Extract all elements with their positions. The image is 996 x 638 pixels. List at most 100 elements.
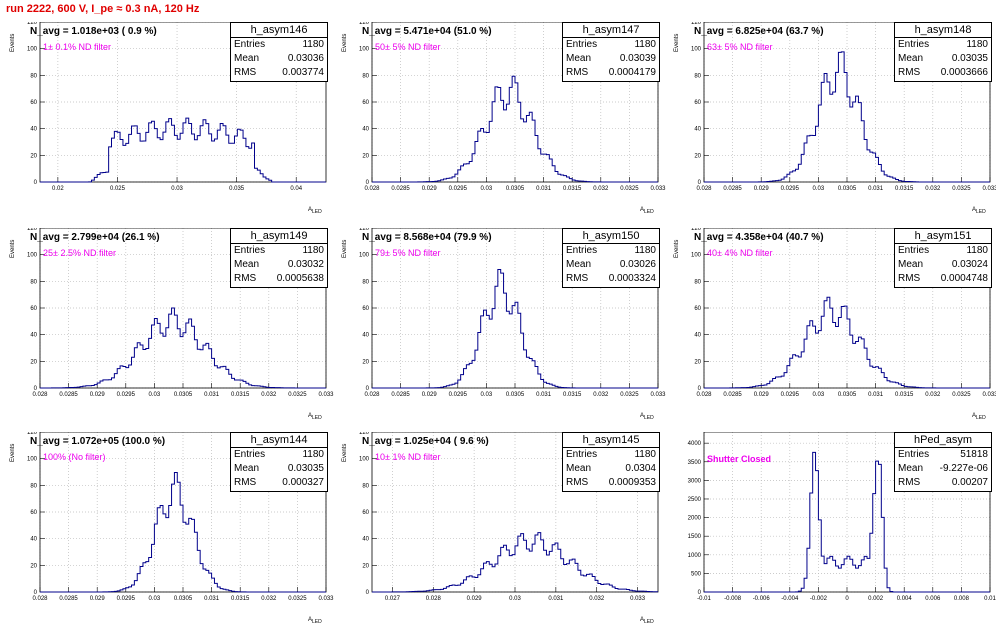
x-tick-label: 0.031	[548, 596, 564, 602]
histogram-panel-h_asym147: 0 20 40 60 80 100 120 0.028 0.0285 0.029 0.0295 0.0…	[340, 22, 670, 228]
histogram-outline	[372, 269, 658, 389]
histogram-outline	[704, 296, 990, 389]
stats-row-entries: Entries 1180	[895, 38, 991, 52]
histogram-panel-h_asym150: 0 20 40 60 80 100 120 0.028 0.0285 0.029 0.0295 0.0…	[340, 228, 670, 434]
stats-label-entries: Entries	[234, 39, 266, 50]
y-tick-label: 60	[30, 306, 37, 312]
y-tick-label: 0	[366, 386, 370, 392]
histogram-plot: 0 20 40 60 80 100 120 0.028 0.0285 0.029 0.0295 0.0…	[691, 22, 996, 192]
x-tick-label: 0.0305	[506, 392, 525, 398]
x-tick-label: 0.033	[318, 392, 334, 398]
x-axis-label-sub: LED	[312, 209, 322, 216]
x-tick-label: 0.031	[868, 186, 884, 192]
stats-row-mean: Mean 0.03032	[231, 258, 327, 272]
y-tick-label: 3500	[688, 460, 702, 466]
stats-value-rms: 0.0004179	[608, 67, 656, 78]
y-tick-label: 120	[359, 432, 370, 436]
stats-row-rms: RMS 0.0005638	[231, 272, 327, 286]
y-tick-label: 120	[359, 22, 370, 26]
x-axis-label-main: A	[640, 207, 645, 213]
histogram-plot: 0 20 40 60 80 100 120 0.028 0.0285 0.029 0.0295 0.0…	[27, 432, 334, 602]
stats-row-entries: Entries 1180	[231, 38, 327, 52]
y-tick-label: 100	[359, 253, 370, 259]
stats-row-rms: RMS 0.0003666	[895, 66, 991, 80]
x-axis-label-sub: LED	[644, 209, 654, 216]
navg-label: N_avg = 1.025e+04 ( 9.6 %)	[362, 436, 489, 447]
x-tick-label: 0.02	[52, 186, 64, 192]
stats-box: h_asym149 Entries 1180 Mean 0.03032 RMS 0.0005…	[230, 228, 328, 288]
y-tick-label: 4000	[688, 441, 702, 447]
y-tick-label: 40	[362, 127, 369, 133]
stats-row-mean: Mean 0.03026	[563, 258, 659, 272]
y-tick-label: 100	[27, 47, 38, 53]
stats-label-rms: RMS	[566, 273, 589, 284]
stats-value-mean: -9.227e-06	[939, 463, 988, 474]
histogram-outline	[704, 51, 990, 183]
x-tick-label: 0.033	[982, 392, 996, 398]
x-tick-label: 0.032	[593, 392, 609, 398]
y-tick-label: 20	[30, 359, 37, 365]
stats-label-mean: Mean	[566, 259, 592, 270]
y-tick-label: 40	[30, 333, 37, 339]
y-tick-label: 80	[362, 279, 369, 285]
x-tick-label: 0.0305	[838, 186, 857, 192]
histogram-plot: 0 20 40 60 80 100 120 0.028 0.0285 0.029 0.0295 0.0…	[27, 228, 334, 398]
y-tick-label: 20	[362, 563, 369, 569]
stats-value-rms: 0.0004748	[940, 273, 988, 284]
x-axis-label: ALED	[640, 413, 654, 421]
y-tick-label: 3000	[688, 478, 702, 484]
x-tick-label: 0.04	[290, 186, 302, 192]
stats-label-mean: Mean	[234, 463, 260, 474]
stats-label-rms: RMS	[898, 477, 921, 488]
stats-value-entries: 1180	[302, 39, 324, 50]
stats-row-rms: RMS 0.0004748	[895, 272, 991, 286]
x-tick-label: 0.03	[509, 596, 521, 602]
x-tick-label: 0.0315	[895, 392, 914, 398]
y-tick-label: 80	[30, 483, 37, 489]
x-tick-label: -0.004	[781, 596, 799, 602]
x-tick-label: 0.03	[481, 392, 493, 398]
hist-name: hPed_asym	[895, 433, 991, 448]
histogram-outline	[372, 532, 658, 593]
x-tick-label: 0.0285	[723, 186, 742, 192]
x-tick-label: 0.029	[467, 596, 483, 602]
stats-label-rms: RMS	[234, 67, 257, 78]
y-axis-label: Events	[342, 443, 348, 462]
x-tick-label: 0.027	[385, 596, 401, 602]
x-tick-label: 0.032	[589, 596, 605, 602]
x-axis-label: ALED	[308, 617, 322, 625]
x-tick-label: 0.03	[813, 392, 825, 398]
hist-name: h_asym145	[563, 433, 659, 448]
stats-row-entries: Entries 51818	[895, 448, 991, 462]
stats-value-entries: 1180	[302, 449, 324, 460]
stats-label-mean: Mean	[234, 259, 260, 270]
histogram-panel-h_asym145: 0 20 40 60 80 100 120 0.027 0.028 0.029 0.03 0.031 0…	[340, 432, 670, 638]
y-tick-label: 100	[359, 457, 370, 463]
x-tick-label: 0.031	[868, 392, 884, 398]
navg-label: N_avg = 2.799e+04 (26.1 %)	[30, 232, 160, 243]
x-tick-label: 0.032	[261, 392, 277, 398]
x-axis-label-main: A	[308, 413, 313, 419]
x-tick-label: -0.002	[810, 596, 828, 602]
y-tick-label: 80	[30, 279, 37, 285]
stats-value-entries: 1180	[302, 245, 324, 256]
stats-row-rms: RMS 0.000327	[231, 476, 327, 490]
x-axis-label: ALED	[640, 617, 654, 625]
y-tick-label: 40	[362, 333, 369, 339]
hist-name: h_asym151	[895, 229, 991, 244]
y-tick-label: 80	[694, 279, 701, 285]
y-tick-label: 500	[691, 571, 702, 577]
stats-row-mean: Mean 0.0304	[563, 462, 659, 476]
x-tick-label: 0.031	[536, 186, 552, 192]
x-tick-label: 0.0285	[391, 186, 410, 192]
filter-label: 79± 5% ND filter	[375, 248, 441, 258]
y-tick-label: 40	[30, 127, 37, 133]
y-tick-label: 80	[362, 483, 369, 489]
stats-label-rms: RMS	[566, 477, 589, 488]
y-tick-label: 0	[34, 590, 38, 596]
stats-value-mean: 0.03035	[287, 463, 324, 474]
x-tick-label: 0.033	[982, 186, 996, 192]
filter-label: Shutter Closed	[707, 454, 772, 464]
x-axis-label-sub: LED	[976, 415, 986, 422]
stats-value-rms: 0.000327	[282, 477, 324, 488]
